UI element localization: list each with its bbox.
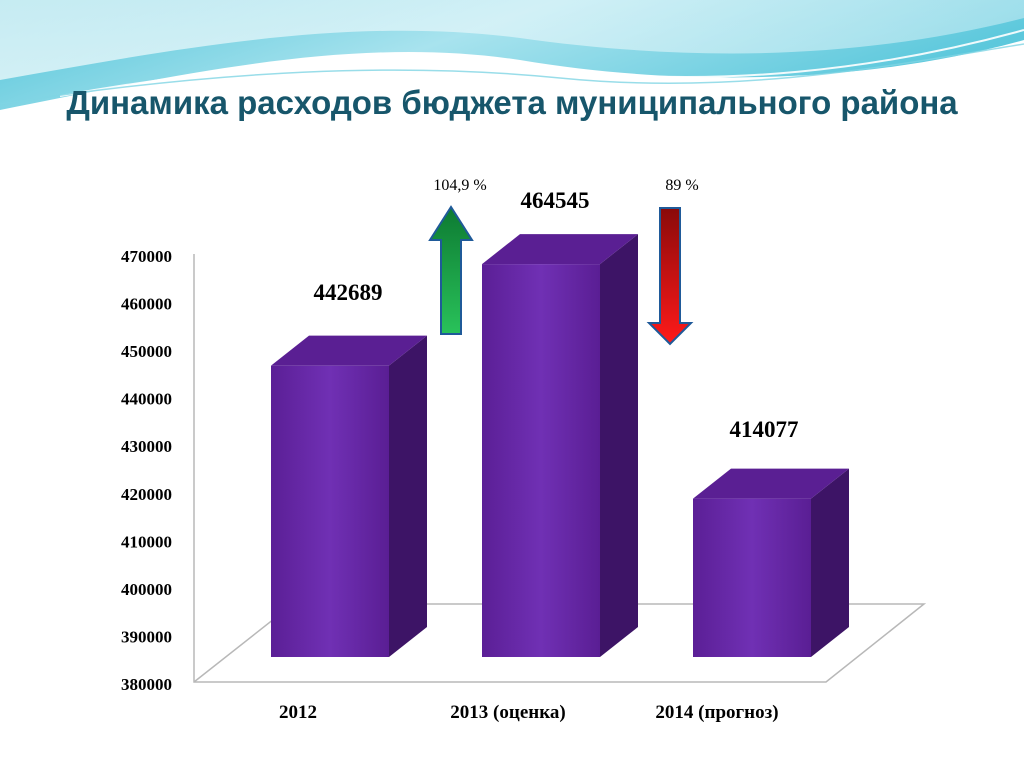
y-tick-label: 410000: [121, 532, 172, 551]
bar-top: [693, 468, 849, 499]
y-tick-label: 430000: [121, 437, 172, 456]
y-tick-label: 470000: [121, 247, 172, 266]
bars: [271, 234, 849, 657]
bar: [482, 234, 638, 657]
data-label: 464545: [521, 188, 590, 213]
y-tick-label: 420000: [121, 485, 172, 504]
bar: [693, 468, 849, 657]
bar-side: [389, 335, 427, 657]
decrease-arrow-icon: [646, 207, 694, 346]
bar-side: [811, 468, 849, 657]
bar-top: [271, 335, 427, 366]
bar-front: [271, 365, 389, 657]
y-tick-label: 380000: [121, 675, 172, 694]
slide-title: Динамика расходов бюджета муниципального…: [66, 84, 958, 121]
bar: [271, 335, 427, 657]
y-tick-label: 400000: [121, 580, 172, 599]
increase-arrow-icon: [428, 205, 474, 335]
x-axis-labels: 2012 2013 (оценка) 2014 (прогноз): [279, 702, 779, 723]
x-tick-label: 2014 (прогноз): [655, 702, 778, 723]
x-tick-label: 2012: [279, 702, 317, 723]
y-tick-label: 440000: [121, 390, 172, 409]
data-label: 414077: [730, 417, 799, 442]
increase-percent-label: 104,9 %: [433, 177, 486, 194]
y-tick-label: 460000: [121, 295, 172, 314]
y-axis-ticks: 380000 390000 400000 410000 420000 430000 4400…: [121, 247, 172, 694]
bar-top: [482, 234, 638, 265]
bar-front: [693, 498, 811, 657]
y-tick-label: 390000: [121, 627, 172, 646]
decrease-percent-label: 89 %: [665, 177, 698, 194]
bar-side: [600, 234, 638, 657]
data-label: 442689: [314, 280, 383, 305]
data-labels: 442689 464545 414077: [314, 188, 799, 442]
x-tick-label: 2013 (оценка): [450, 702, 565, 723]
y-tick-label: 450000: [121, 342, 172, 361]
header-wave-decoration: [0, 0, 1024, 110]
bar-front: [482, 264, 600, 657]
